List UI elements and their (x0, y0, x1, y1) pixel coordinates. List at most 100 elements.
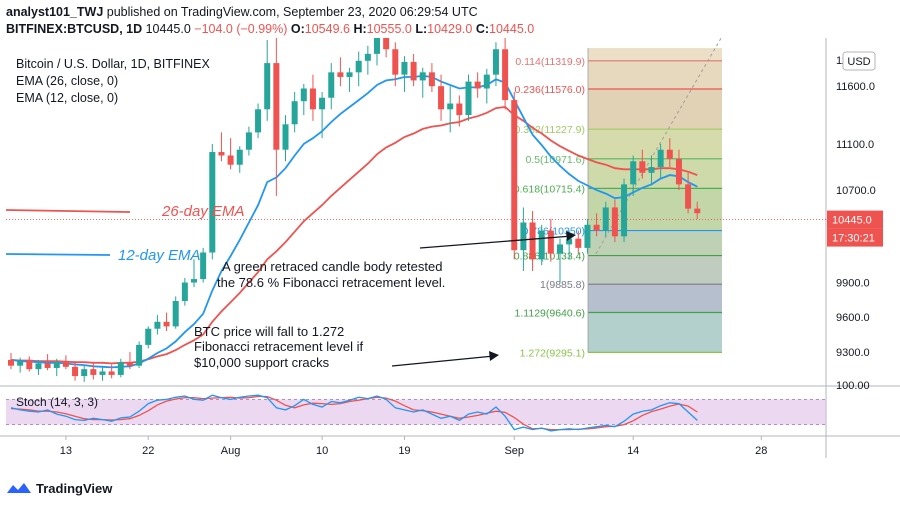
annotation-arrowhead-2 (489, 351, 499, 361)
fib-zone (588, 60, 722, 89)
candle-body (447, 103, 454, 110)
candle-body (99, 371, 106, 375)
symbol-name[interactable]: BITFINEX:BTCUSD, 1D (6, 22, 143, 36)
candle-body (675, 158, 682, 185)
time-tick-label: 28 (755, 445, 767, 457)
fib-zone (588, 48, 722, 61)
price-axis[interactable]: 11600.0 11100.0 10700.0 9900.0 9600.0 9300.0 1… (827, 51, 883, 359)
candle-body (383, 38, 390, 50)
price-change: −104.0 (−0.99%) (194, 22, 288, 36)
candle-body (666, 149, 673, 159)
candle-body (227, 155, 234, 165)
candle-body (630, 161, 637, 185)
annotation-note-2: BTC price will fall to 1.272 (194, 324, 344, 339)
candle-body (547, 230, 554, 254)
candle-body (374, 38, 380, 54)
candle-body (191, 279, 197, 283)
candle-body (319, 97, 326, 110)
time-tick-label: 13 (60, 445, 72, 457)
stoch-label: Stoch (14, 3, 3) (16, 395, 98, 409)
candle-body (309, 88, 316, 110)
author-name[interactable]: analyst101_TWJ (6, 5, 104, 19)
candle-body (8, 359, 14, 366)
ema-26-annotation: 26-day EMA (161, 203, 245, 220)
fib-zone (588, 129, 722, 159)
legend-title: Bitcoin / U.S. Dollar, 1D, BITFINEX (16, 57, 210, 71)
candle-body (364, 53, 371, 61)
annotation-arrowhead-1 (566, 231, 576, 241)
legend-ema-26: EMA (26, close, 0) (16, 74, 118, 88)
time-tick-label: 19 (398, 445, 410, 457)
candle-body (81, 369, 88, 377)
candle-body (456, 103, 463, 116)
candle-body (694, 208, 701, 214)
candle-body (657, 149, 664, 168)
candle-body (200, 252, 207, 280)
annotation-note-2: $10,000 support cracks (194, 355, 330, 370)
candle-body (566, 238, 573, 245)
candle-body (611, 207, 618, 237)
price-tick-label: 11600.0 (836, 81, 875, 93)
candle-body (438, 86, 445, 110)
ema-26-reference-line (5, 209, 131, 213)
open-label: O: (290, 22, 305, 36)
last-price-badge (827, 210, 883, 229)
candle-body (538, 230, 545, 260)
candle-body (245, 132, 252, 150)
publish-info: published on TradingView.com, September … (106, 5, 478, 19)
publish-line: analyst101_TWJ published on TradingView.… (6, 4, 896, 21)
footer[interactable]: TradingView (6, 476, 112, 500)
candle-body (264, 63, 271, 110)
legend-ema-12: EMA (12, close, 0) (16, 91, 118, 105)
candle-body (255, 109, 262, 133)
candle-body (465, 81, 472, 116)
ema-12-line (10, 74, 698, 369)
price-tick-label: 11 (836, 55, 847, 67)
stoch-axis-label: 100.00 (836, 380, 870, 392)
candle-body (35, 363, 42, 370)
candle-body (26, 361, 33, 370)
candle-body (401, 61, 408, 75)
ema-lines (5, 74, 826, 369)
fib-zone (588, 284, 722, 313)
ema-12-reference-line (5, 253, 111, 256)
time-tick-label: Aug (221, 445, 241, 457)
candle-body (273, 63, 280, 150)
candle-body (511, 100, 518, 251)
annotation-note-1: the 78.6 % Fibonacci retracement level. (217, 275, 445, 290)
low-label: L: (415, 22, 428, 36)
annotations: 26-day EMA 12-day EMA A green retraced can… (118, 203, 576, 370)
candle-body (218, 152, 225, 156)
fib-zone (588, 230, 722, 256)
time-axis[interactable]: 13 22 Aug 10 19 Sep 14 28 (60, 436, 768, 457)
candle-body (72, 366, 79, 377)
candle-body (300, 88, 307, 102)
last-price: 10445.0 (145, 22, 191, 36)
symbol-line: BITFINEX:BTCUSD, 1D 10445.0 −104.0 (−0.9… (6, 21, 896, 38)
price-chart[interactable]: 0.114(11319.9) 0.236(11576.0) 0.382(11227.… (0, 38, 900, 466)
time-tick-label: 14 (627, 445, 639, 457)
close-label: C: (475, 22, 490, 36)
currency-button[interactable]: USD (842, 51, 876, 71)
stochastic-pane: Stoch (14, 3, 3) 100.00 (6, 380, 870, 432)
candle-body (557, 244, 563, 254)
candle-body (492, 49, 499, 75)
chart-legend: Bitcoin / U.S. Dollar, 1D, BITFINEX EMA (… (16, 57, 210, 105)
price-tick-label: 9600.0 (836, 312, 870, 324)
chart-header: analyst101_TWJ published on TradingView.… (6, 4, 896, 38)
candle-body (483, 74, 490, 89)
candles (8, 38, 701, 382)
candle-body (474, 81, 481, 89)
candle-body (621, 184, 628, 237)
candle-body (639, 161, 646, 173)
high-value: 10555.0 (366, 22, 412, 36)
candle-body (282, 124, 289, 150)
last-price-badge-label: 10445.0 (832, 215, 872, 227)
candle-body (328, 72, 335, 98)
fibonacci-retracement[interactable]: 0.114(11319.9) 0.236(11576.0) 0.382(11227.… (514, 38, 722, 359)
countdown-badge-label: 17:30:21 (832, 233, 875, 245)
currency-button-frame (842, 51, 876, 71)
price-tick-label: 9300.0 (836, 347, 870, 359)
currency-button-label: USD (847, 56, 870, 68)
fib-level-label: 1.272(9295.1) (520, 347, 585, 359)
